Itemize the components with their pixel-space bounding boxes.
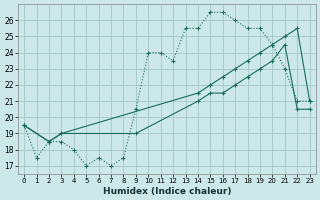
X-axis label: Humidex (Indice chaleur): Humidex (Indice chaleur) <box>103 187 231 196</box>
